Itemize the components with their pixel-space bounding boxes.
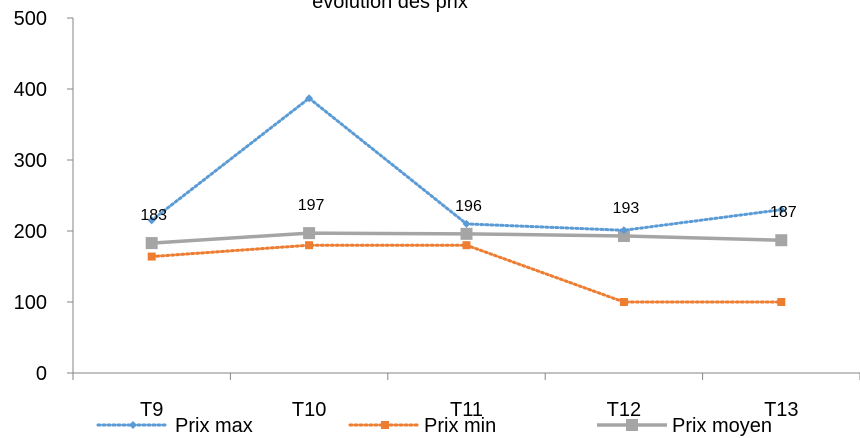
data-point	[619, 298, 628, 306]
series-prix-max	[147, 94, 786, 235]
legend-marker	[381, 421, 389, 429]
data-point	[305, 241, 314, 250]
y-tick-label: 300	[14, 150, 47, 172]
data-label: 183	[140, 207, 167, 224]
x-axis: T9 T10 T11 T12 T13	[72, 372, 860, 421]
x-tick-label: T13	[764, 399, 798, 421]
data-point	[619, 226, 628, 235]
data-point	[775, 234, 788, 247]
y-tick-label: 200	[14, 221, 47, 243]
x-tick-label: T9	[140, 399, 163, 421]
legend: Prix max Prix min Prix moyen	[96, 415, 772, 437]
y-axis: 0 100 200 300 400 500	[14, 8, 74, 385]
series-prix-min	[147, 241, 786, 306]
data-point	[617, 229, 630, 242]
data-point	[460, 227, 473, 240]
data-point	[462, 241, 471, 250]
legend-item: Prix min	[348, 415, 496, 437]
data-label: 187	[770, 204, 797, 221]
legend-label: Prix moyen	[672, 415, 772, 437]
data-point	[462, 219, 471, 228]
y-tick-label: 100	[14, 292, 47, 314]
chart-title: évolution des prix	[312, 0, 468, 13]
series-prix-moyen	[145, 227, 788, 250]
y-tick-label: 500	[14, 8, 47, 30]
data-point	[777, 205, 786, 214]
data-point	[145, 237, 158, 250]
legend-item: Prix max	[96, 415, 253, 437]
data-point	[147, 252, 156, 261]
y-tick-label: 400	[14, 79, 47, 101]
x-tick-label: T10	[292, 399, 326, 421]
y-tick-label: 0	[36, 363, 47, 385]
series-layer	[145, 94, 788, 306]
x-tick-label: T11	[450, 399, 483, 421]
legend-marker	[626, 419, 638, 431]
data-labels: 183 197 196 193 187	[140, 197, 796, 224]
data-point	[303, 227, 316, 240]
data-label: 196	[455, 198, 482, 215]
data-point	[305, 94, 314, 103]
legend-label: Prix min	[424, 415, 496, 437]
data-point	[147, 216, 156, 225]
legend-item: Prix moyen	[597, 415, 772, 437]
data-point	[777, 298, 786, 306]
x-tick-label: T12	[607, 399, 641, 421]
data-label: 193	[613, 200, 640, 217]
legend-marker	[129, 421, 137, 429]
legend-label: Prix max	[175, 415, 253, 437]
data-label: 197	[298, 197, 325, 214]
series-line	[150, 243, 783, 304]
